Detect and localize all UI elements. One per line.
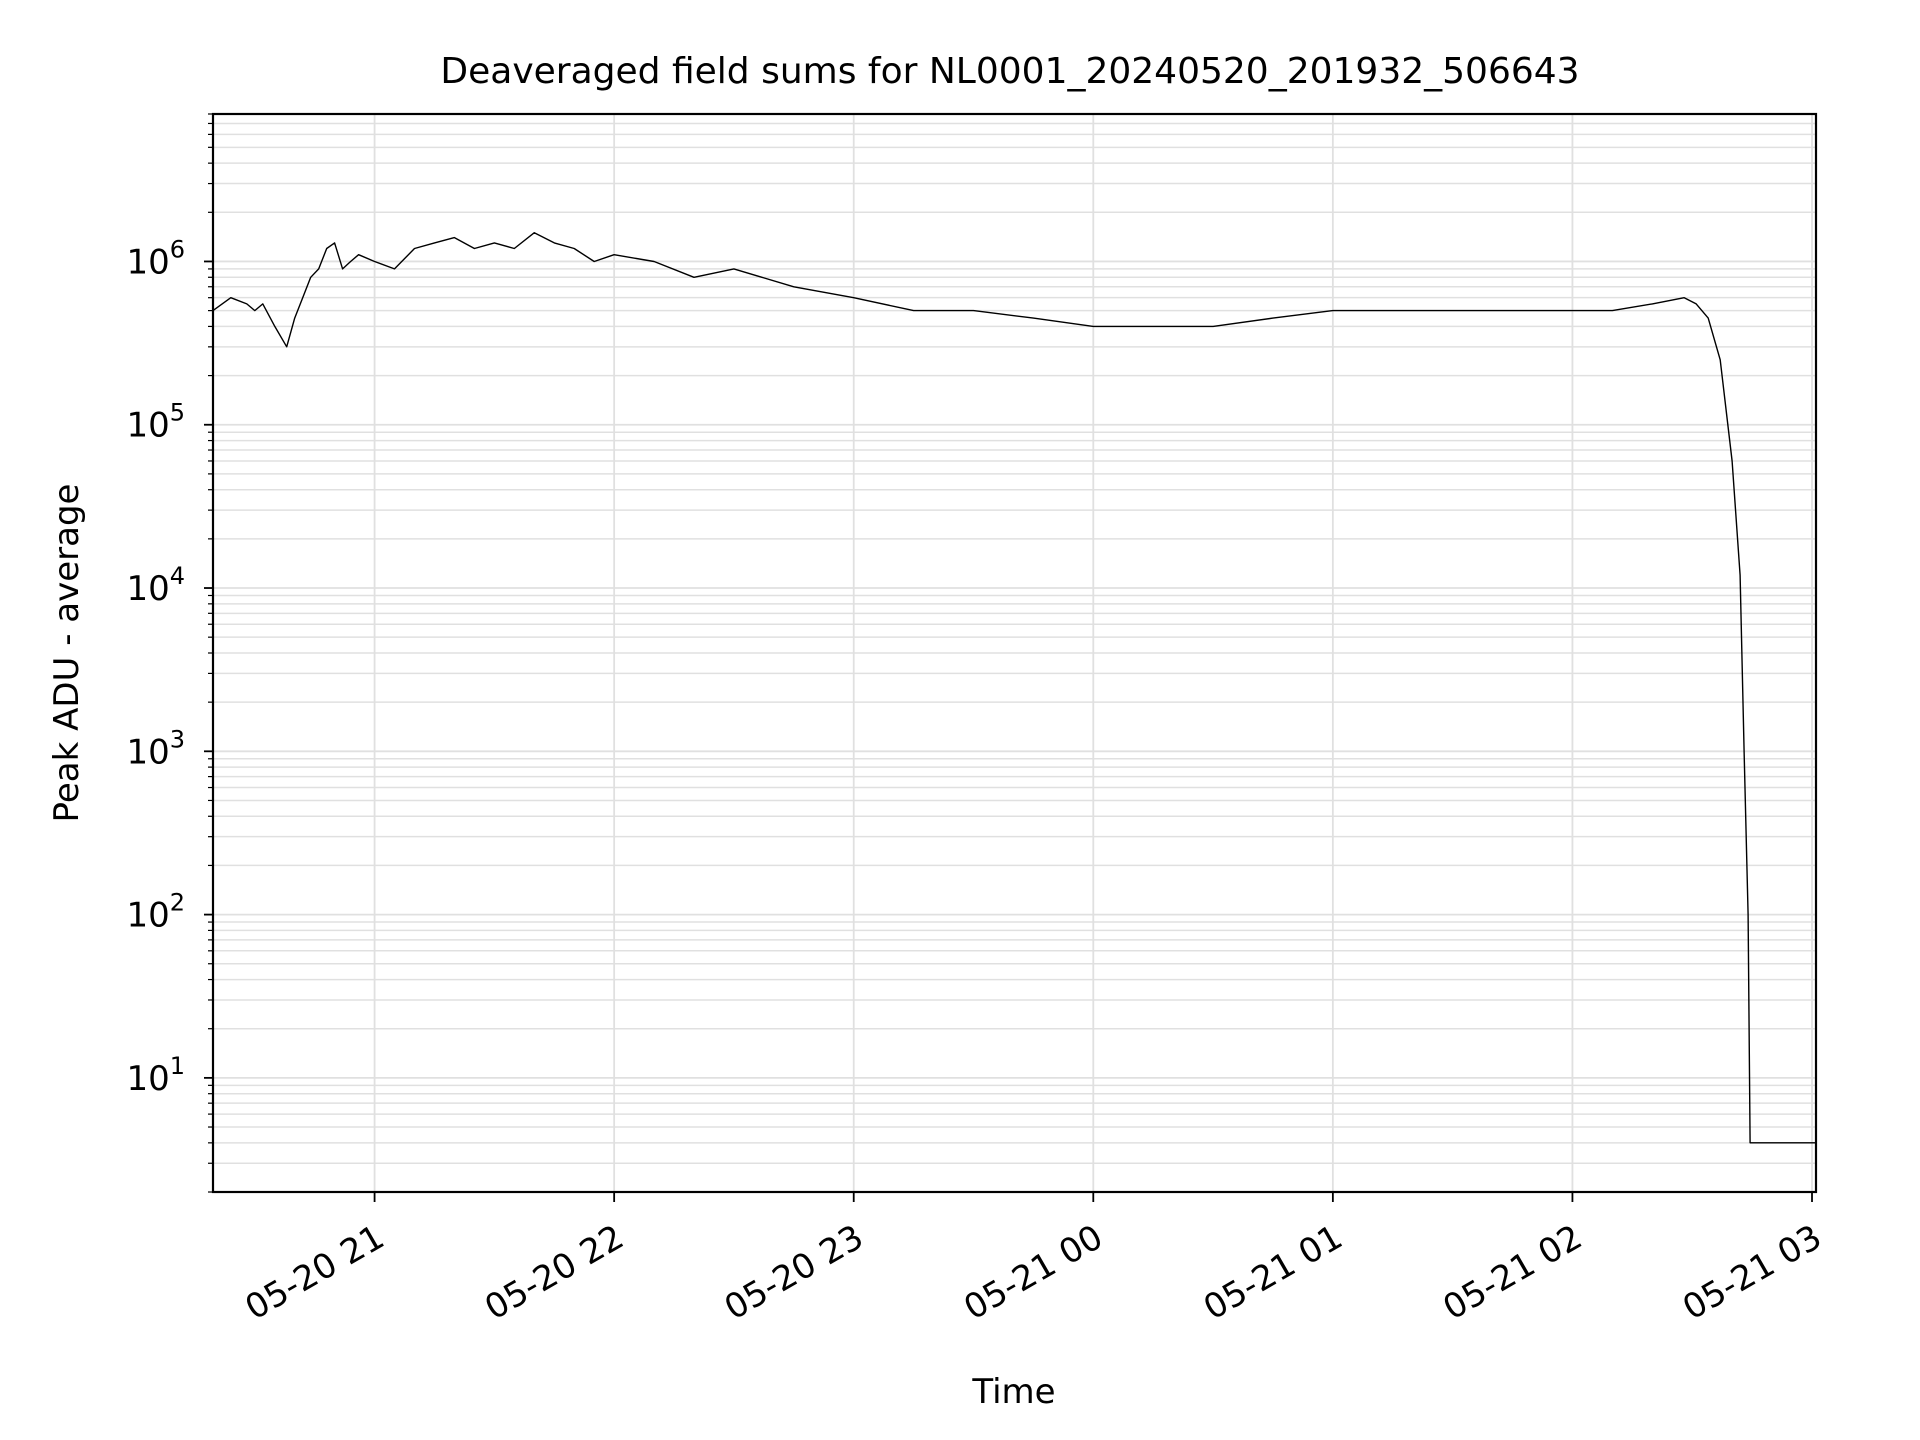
y-tick-label-exponent: 3 bbox=[170, 725, 185, 753]
x-tick-label: 05-20 23 bbox=[718, 1217, 870, 1328]
y-tick-label-base: 10 bbox=[126, 732, 169, 772]
y-tick-label: 103 bbox=[126, 725, 185, 772]
y-tick-label: 104 bbox=[126, 562, 185, 609]
y-tick-label-base: 10 bbox=[126, 406, 169, 446]
y-axis-label: Peak ADU - average bbox=[47, 484, 87, 823]
y-tick-label: 106 bbox=[126, 235, 185, 282]
y-tick-label-exponent: 4 bbox=[170, 562, 185, 590]
x-tick-label: 05-21 02 bbox=[1437, 1217, 1589, 1328]
x-tick-label: 05-21 00 bbox=[957, 1217, 1109, 1328]
data-layer bbox=[212, 232, 1816, 1144]
y-tick-label-base: 10 bbox=[126, 242, 169, 282]
x-tick-label: 05-20 22 bbox=[478, 1217, 630, 1328]
y-tick-label-base: 10 bbox=[126, 896, 169, 936]
y-tick-label-exponent: 5 bbox=[170, 399, 185, 427]
x-axis-label: Time bbox=[971, 1372, 1055, 1412]
y-tick-label-base: 10 bbox=[126, 1059, 169, 1099]
y-tick-label: 105 bbox=[126, 399, 185, 446]
chart-title: Deaveraged field sums for NL0001_2024052… bbox=[440, 51, 1579, 92]
y-tick-label-exponent: 1 bbox=[170, 1052, 185, 1080]
y-tick-label: 101 bbox=[126, 1052, 185, 1099]
y-tick-label: 102 bbox=[126, 889, 185, 936]
y-tick-label-exponent: 6 bbox=[170, 235, 185, 263]
x-tick-label: 05-20 21 bbox=[239, 1217, 391, 1328]
y-tick-label-exponent: 2 bbox=[170, 889, 185, 917]
x-tick-label: 05-21 01 bbox=[1197, 1217, 1349, 1328]
grid bbox=[213, 113, 1816, 1193]
y-tick-label-base: 10 bbox=[126, 569, 169, 609]
series-line bbox=[212, 232, 1816, 1144]
x-tick-label: 05-21 03 bbox=[1676, 1217, 1828, 1328]
